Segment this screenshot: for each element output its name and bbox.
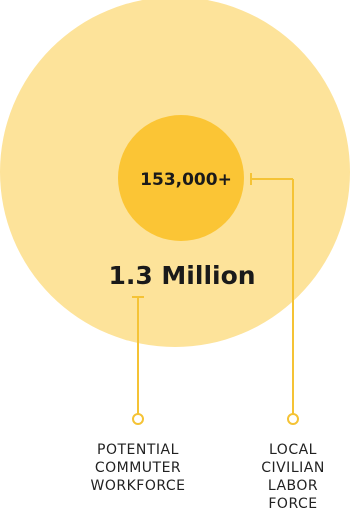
label-local-line-1: LOCAL (269, 442, 317, 458)
label-commuter-line-1: POTENTIAL (97, 442, 179, 458)
label-local-line-2: CIVILIAN (261, 460, 325, 476)
inner-circle-local-labor-force (118, 115, 244, 241)
outer-circle-value: 1.3 Million (108, 261, 255, 290)
inner-circle-value: 153,000+ (140, 170, 232, 190)
connector-commuter-endpoint (132, 413, 144, 425)
label-local-civilian-labor-force: LOCAL CIVILIAN LABOR FORCE (233, 441, 352, 513)
label-commuter-line-3: WORKFORCE (90, 478, 186, 494)
connector-local-labor-force (250, 173, 299, 425)
label-local-line-3: LABOR (267, 478, 319, 494)
connector-local-endpoint (287, 413, 299, 425)
label-commuter-line-2: COMMUTER (94, 460, 182, 476)
label-local-line-4: FORCE (268, 496, 318, 512)
connector-commuter-workforce (132, 296, 144, 425)
label-potential-commuter-workforce: POTENTIAL COMMUTER WORKFORCE (58, 441, 218, 495)
